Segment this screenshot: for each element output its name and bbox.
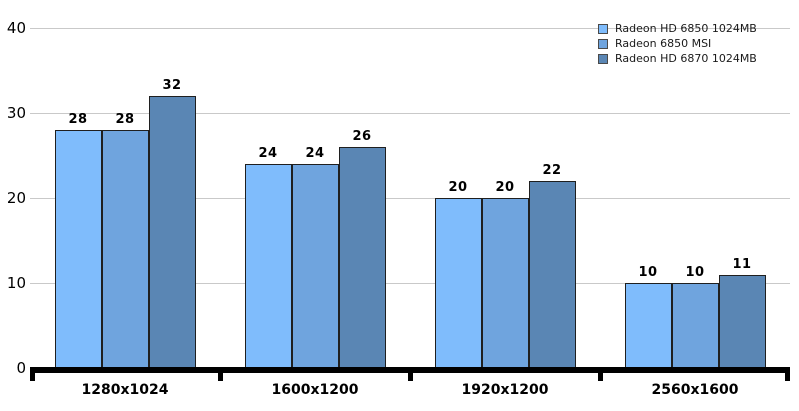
bar-value-label: 20 <box>448 180 468 195</box>
y-gridline <box>30 113 790 114</box>
bar-value-label: 10 <box>685 265 705 280</box>
y-gridline <box>30 283 790 284</box>
bar <box>244 164 292 368</box>
y-tick-label: 30 <box>6 104 26 122</box>
x-axis-tick <box>408 367 413 381</box>
bar <box>148 96 196 368</box>
bar <box>624 283 672 368</box>
legend-item: Radeon HD 6870 1024MB <box>598 51 757 66</box>
y-tick-label: 0 <box>16 359 26 377</box>
legend-label: Radeon HD 6870 1024MB <box>615 52 757 65</box>
legend-swatch-icon <box>598 38 608 49</box>
legend-swatch-icon <box>598 53 608 64</box>
bar <box>481 198 529 368</box>
bar <box>434 198 482 368</box>
bar-value-label: 10 <box>638 265 658 280</box>
x-category-label: 1920x1200 <box>461 382 549 398</box>
bar <box>528 181 576 368</box>
legend: Radeon HD 6850 1024MB Radeon 6850 MSI Ra… <box>598 21 757 66</box>
x-category-label: 2560x1600 <box>651 382 739 398</box>
y-gridline <box>30 28 790 29</box>
bar-value-label: 24 <box>305 146 325 161</box>
bar-value-label: 32 <box>162 78 182 93</box>
legend-swatch-icon <box>598 23 608 34</box>
legend-item: Radeon HD 6850 1024MB <box>598 21 757 36</box>
y-tick-label: 20 <box>6 189 26 207</box>
bar-value-label: 20 <box>495 180 515 195</box>
bar <box>338 147 386 368</box>
bar-value-label: 26 <box>352 129 372 144</box>
bar <box>718 274 766 368</box>
bar-value-label: 24 <box>258 146 278 161</box>
bar-value-label: 11 <box>732 256 752 272</box>
x-category-label: 1280x1024 <box>81 382 169 398</box>
legend-item: Radeon 6850 MSI <box>598 36 757 51</box>
y-gridline <box>30 198 790 199</box>
bar-value-label: 22 <box>542 163 562 178</box>
x-axis-tick <box>30 367 35 381</box>
bar-value-label: 28 <box>115 112 135 127</box>
plot-area: 28 28 32 1280x1024 24 24 26 1600x1200 20 20 22 1920… <box>30 28 790 398</box>
x-axis-tick <box>598 367 603 381</box>
bar <box>54 130 102 368</box>
legend-label: Radeon HD 6850 1024MB <box>615 22 757 35</box>
x-axis-tick <box>218 367 223 381</box>
x-axis-tick <box>785 367 790 381</box>
bar <box>291 164 339 368</box>
bar-value-label: 28 <box>68 112 88 127</box>
y-tick-label: 40 <box>6 19 26 37</box>
legend-label: Radeon 6850 MSI <box>615 37 712 50</box>
bar <box>101 130 149 368</box>
y-tick-label: 10 <box>6 274 26 292</box>
x-category-label: 1600x1200 <box>271 382 359 398</box>
bar <box>671 283 719 368</box>
